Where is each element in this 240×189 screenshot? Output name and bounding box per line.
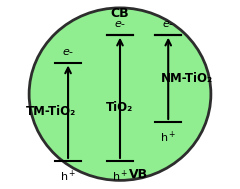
Text: h$^+$: h$^+$ — [60, 168, 76, 184]
Text: e-: e- — [114, 19, 126, 29]
Text: e-: e- — [163, 19, 174, 29]
Text: h$^+$: h$^+$ — [112, 168, 128, 184]
Text: h$^+$: h$^+$ — [160, 129, 176, 145]
Text: e-: e- — [63, 47, 73, 57]
Text: NM-TiO₂: NM-TiO₂ — [161, 72, 213, 85]
Text: CB: CB — [111, 7, 129, 20]
Ellipse shape — [29, 8, 211, 180]
Text: TM-TiO₂: TM-TiO₂ — [26, 105, 77, 118]
Text: TiO₂: TiO₂ — [106, 101, 134, 114]
Text: VB: VB — [129, 168, 148, 181]
